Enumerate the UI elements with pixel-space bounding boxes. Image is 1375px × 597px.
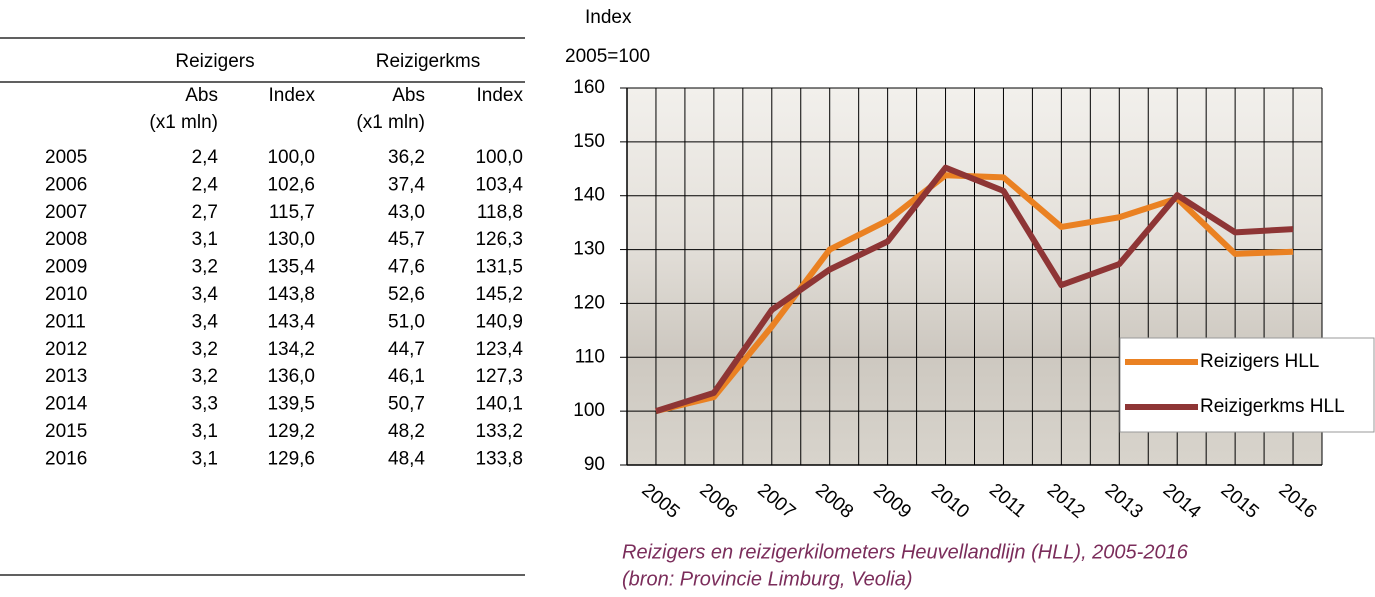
- row-year: 2016: [45, 448, 87, 469]
- cell: 133,2: [475, 421, 523, 442]
- cell: 136,0: [267, 366, 315, 387]
- sub-header: (x1 mln): [356, 112, 425, 133]
- cell: 100,0: [475, 147, 523, 168]
- row-year: 2010: [45, 284, 87, 305]
- x-tick-label: 2011: [985, 480, 1030, 522]
- cell: 3,2: [192, 257, 218, 278]
- cell: 2,4: [192, 174, 219, 195]
- cell: 102,6: [267, 174, 315, 195]
- cell: 140,9: [475, 311, 523, 332]
- cell: 115,7: [269, 202, 315, 223]
- cell: 3,2: [192, 339, 218, 360]
- cell: 48,2: [388, 421, 425, 442]
- cell: 130,0: [267, 229, 315, 250]
- cell: 139,5: [267, 394, 315, 415]
- y-tick-label: 110: [575, 346, 605, 367]
- cell: 52,6: [388, 284, 425, 305]
- row-year: 2006: [45, 174, 87, 195]
- cell: 3,1: [192, 448, 218, 469]
- row-year: 2015: [45, 421, 87, 442]
- y-tick-label: 90: [584, 454, 605, 475]
- cell: 45,7: [388, 229, 425, 250]
- cell: 134,2: [267, 339, 315, 360]
- cell: 3,2: [192, 366, 218, 387]
- y-tick-label: 140: [573, 185, 605, 206]
- x-tick-label: 2014: [1159, 480, 1205, 524]
- cell: 36,2: [388, 147, 425, 168]
- cell: 2,7: [192, 202, 218, 223]
- y-tick-label: 160: [573, 77, 605, 98]
- x-tick-label: 2012: [1043, 480, 1089, 523]
- cell: 140,1: [475, 394, 523, 415]
- y-tick-label: 100: [573, 400, 605, 421]
- cell: 44,7: [388, 339, 425, 360]
- cell: 126,3: [475, 229, 523, 250]
- x-tick-label: 2010: [927, 480, 973, 523]
- row-year: 2013: [45, 366, 87, 387]
- cell: 143,8: [267, 284, 315, 305]
- cell: 133,8: [475, 448, 523, 469]
- row-year: 2005: [45, 147, 87, 168]
- legend-label: Reizigers HLL: [1200, 351, 1319, 372]
- x-tick-label: 2015: [1217, 480, 1263, 523]
- row-year: 2011: [45, 311, 86, 332]
- x-tick-label: 2005: [638, 480, 684, 523]
- cell: 129,6: [267, 448, 315, 469]
- sub-header: Abs: [392, 85, 425, 106]
- x-tick-label: 2006: [695, 480, 741, 523]
- cell: 3,4: [192, 284, 219, 305]
- y-axis-label: Index: [585, 7, 632, 28]
- y-tick-label: 150: [573, 131, 605, 152]
- cell: 3,3: [192, 394, 218, 415]
- sub-header: Abs: [185, 85, 218, 106]
- page: Reizigers Reizigerkms Abs (x1 mln) Index Abs (…: [0, 0, 1375, 592]
- sub-header: (x1 mln): [149, 112, 218, 133]
- y-axis-label: 2005=100: [565, 46, 650, 67]
- group-header: Reizigerkms: [376, 51, 481, 72]
- cell: 127,3: [475, 366, 523, 387]
- cell: 47,6: [388, 257, 425, 278]
- cell: 46,1: [388, 366, 425, 387]
- caption: (bron: Provincie Limburg, Veolia): [622, 568, 913, 590]
- caption: Reizigers en reizigerkilometers Heuvella…: [622, 541, 1189, 563]
- cell: 43,0: [388, 202, 425, 223]
- cell: 3,1: [192, 229, 218, 250]
- x-tick-label: 2016: [1275, 480, 1321, 523]
- row-year: 2008: [45, 229, 87, 250]
- cell: 48,4: [388, 448, 425, 469]
- cell: 37,4: [388, 174, 425, 195]
- cell: 103,4: [475, 174, 523, 195]
- sub-header: Index: [269, 85, 316, 106]
- legend-label: Reizigerkms HLL: [1200, 396, 1345, 417]
- row-year: 2014: [45, 394, 88, 415]
- cell: 145,2: [475, 284, 523, 305]
- cell: 3,4: [192, 311, 219, 332]
- y-tick-label: 130: [573, 239, 605, 260]
- cell: 135,4: [267, 257, 315, 278]
- cell: 123,4: [475, 339, 523, 360]
- x-tick-label: 2013: [1101, 480, 1147, 523]
- cell: 50,7: [388, 394, 425, 415]
- row-year: 2009: [45, 257, 87, 278]
- cell: 118,8: [477, 202, 523, 223]
- cell: 51,0: [388, 311, 425, 332]
- cell: 2,4: [192, 147, 219, 168]
- x-tick-label: 2007: [753, 480, 799, 523]
- cell: 3,1: [192, 421, 218, 442]
- sub-header: Index: [477, 85, 524, 106]
- y-tick-label: 120: [573, 292, 605, 313]
- group-header: Reizigers: [175, 51, 254, 72]
- cell: 143,4: [267, 311, 315, 332]
- row-year: 2012: [45, 339, 87, 360]
- row-year: 2007: [45, 202, 87, 223]
- cell: 129,2: [267, 421, 315, 442]
- cell: 100,0: [267, 147, 315, 168]
- cell: 131,5: [475, 257, 523, 278]
- x-tick-label: 2009: [869, 480, 915, 523]
- x-tick-label: 2008: [811, 480, 857, 523]
